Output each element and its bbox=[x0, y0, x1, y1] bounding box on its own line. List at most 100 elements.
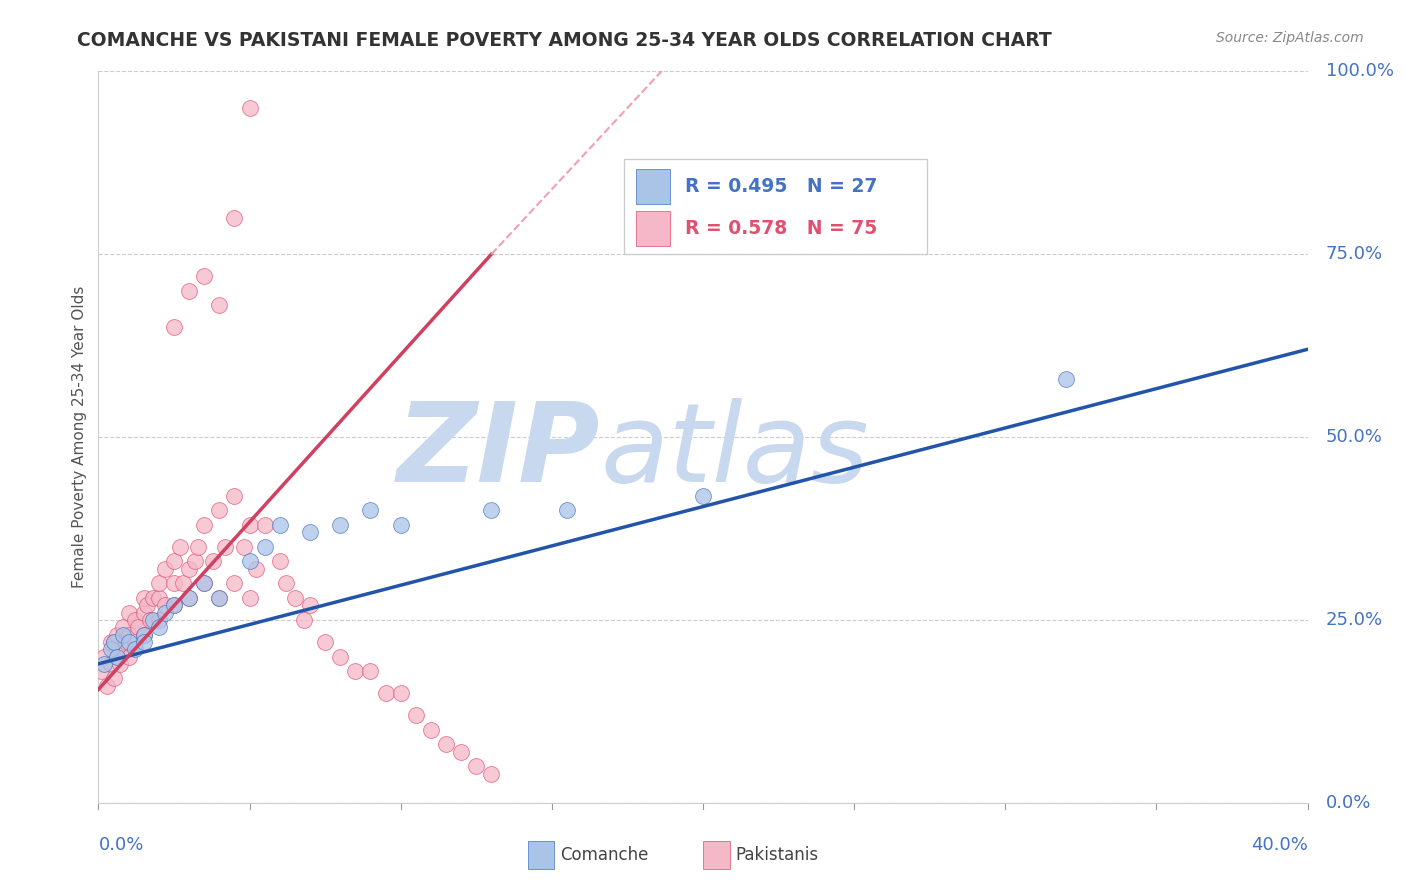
Point bbox=[108, 657, 131, 671]
Point bbox=[274, 576, 297, 591]
Point bbox=[100, 657, 122, 671]
Point bbox=[292, 613, 315, 627]
Point bbox=[172, 576, 194, 591]
Point bbox=[103, 635, 125, 649]
Point bbox=[465, 759, 488, 773]
Point bbox=[193, 576, 215, 591]
Point bbox=[299, 599, 322, 613]
Point bbox=[105, 627, 128, 641]
FancyBboxPatch shape bbox=[637, 169, 671, 204]
Point bbox=[103, 672, 125, 686]
Text: 25.0%: 25.0% bbox=[1326, 611, 1384, 629]
Point bbox=[202, 554, 225, 568]
Point bbox=[184, 554, 207, 568]
Text: Source: ZipAtlas.com: Source: ZipAtlas.com bbox=[1216, 31, 1364, 45]
Point bbox=[132, 635, 155, 649]
Point bbox=[111, 642, 134, 657]
Point bbox=[163, 599, 186, 613]
Point bbox=[148, 576, 170, 591]
Point bbox=[360, 664, 382, 678]
Point bbox=[405, 708, 427, 723]
Point bbox=[132, 606, 155, 620]
Point bbox=[179, 591, 201, 605]
Text: 40.0%: 40.0% bbox=[1251, 836, 1308, 854]
Point bbox=[169, 540, 191, 554]
Point bbox=[163, 599, 186, 613]
FancyBboxPatch shape bbox=[527, 841, 554, 869]
Point bbox=[360, 503, 382, 517]
Point bbox=[692, 489, 714, 503]
Point bbox=[314, 635, 336, 649]
Point bbox=[239, 101, 262, 115]
Point bbox=[96, 679, 118, 693]
Point bbox=[179, 591, 201, 605]
Point bbox=[114, 635, 136, 649]
Point bbox=[127, 620, 149, 634]
Point bbox=[124, 635, 146, 649]
Point bbox=[105, 649, 128, 664]
Point bbox=[111, 627, 134, 641]
Point bbox=[239, 591, 262, 605]
Point bbox=[389, 686, 412, 700]
Point bbox=[139, 613, 162, 627]
Text: 50.0%: 50.0% bbox=[1326, 428, 1382, 446]
Point bbox=[555, 503, 578, 517]
Point bbox=[103, 635, 125, 649]
Point bbox=[232, 540, 254, 554]
Point bbox=[118, 649, 141, 664]
Point bbox=[208, 591, 231, 605]
Point bbox=[420, 723, 443, 737]
Text: atlas: atlas bbox=[600, 398, 869, 505]
Point bbox=[245, 562, 267, 576]
Point bbox=[163, 576, 186, 591]
Point bbox=[148, 591, 170, 605]
Text: 0.0%: 0.0% bbox=[1326, 794, 1371, 812]
Point bbox=[224, 211, 246, 225]
Point bbox=[179, 284, 201, 298]
Point bbox=[163, 554, 186, 568]
FancyBboxPatch shape bbox=[637, 211, 671, 246]
Point bbox=[193, 517, 215, 532]
Point bbox=[132, 591, 155, 605]
Point bbox=[148, 620, 170, 634]
Point bbox=[208, 298, 231, 312]
Point bbox=[374, 686, 396, 700]
Point bbox=[208, 591, 231, 605]
Point bbox=[269, 517, 291, 532]
Text: Pakistanis: Pakistanis bbox=[735, 846, 818, 863]
Point bbox=[153, 606, 176, 620]
Point bbox=[344, 664, 367, 678]
Text: R = 0.495   N = 27: R = 0.495 N = 27 bbox=[685, 178, 877, 196]
Text: COMANCHE VS PAKISTANI FEMALE POVERTY AMONG 25-34 YEAR OLDS CORRELATION CHART: COMANCHE VS PAKISTANI FEMALE POVERTY AMO… bbox=[77, 31, 1052, 50]
Point bbox=[239, 554, 262, 568]
Point bbox=[111, 620, 134, 634]
Point bbox=[187, 540, 209, 554]
Point bbox=[142, 613, 165, 627]
Point bbox=[1054, 371, 1077, 385]
Point bbox=[239, 517, 262, 532]
Point bbox=[132, 627, 155, 641]
Point bbox=[193, 576, 215, 591]
Text: 75.0%: 75.0% bbox=[1326, 245, 1384, 263]
Point bbox=[208, 503, 231, 517]
FancyBboxPatch shape bbox=[624, 159, 927, 254]
Point bbox=[118, 635, 141, 649]
Text: ZIP: ZIP bbox=[396, 398, 600, 505]
Text: 100.0%: 100.0% bbox=[1326, 62, 1393, 80]
Point bbox=[132, 627, 155, 641]
Text: Comanche: Comanche bbox=[561, 846, 648, 863]
Point bbox=[253, 517, 276, 532]
Point bbox=[193, 269, 215, 284]
Point bbox=[93, 657, 115, 671]
Point bbox=[100, 635, 122, 649]
Y-axis label: Female Poverty Among 25-34 Year Olds: Female Poverty Among 25-34 Year Olds bbox=[72, 286, 87, 588]
Point bbox=[224, 489, 246, 503]
FancyBboxPatch shape bbox=[703, 841, 730, 869]
Point bbox=[284, 591, 307, 605]
Point bbox=[124, 642, 146, 657]
Point bbox=[434, 737, 457, 751]
Point bbox=[329, 517, 352, 532]
Point bbox=[124, 613, 146, 627]
Point bbox=[329, 649, 352, 664]
Point bbox=[389, 517, 412, 532]
